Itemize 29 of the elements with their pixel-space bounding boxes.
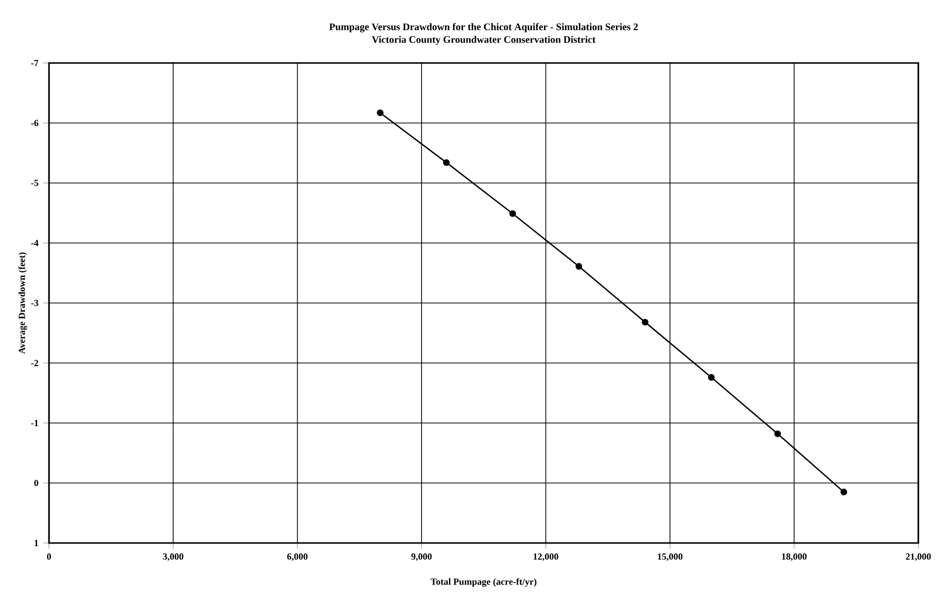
y-tick-label: -5 xyxy=(31,180,38,186)
point xyxy=(774,430,781,438)
point xyxy=(509,210,516,217)
y-tick-label: -4 xyxy=(31,240,38,246)
x-axis-title: Total Pumpage (acre-ft/yr) xyxy=(430,578,536,587)
y-tick-label: -3 xyxy=(31,300,38,306)
point xyxy=(642,318,648,326)
y-tick-label: 1 xyxy=(34,540,38,546)
y-tick-label: -1 xyxy=(31,420,38,426)
x-tick-label: 12,000 xyxy=(534,553,558,562)
point xyxy=(376,109,384,116)
x-tick-label: 0 xyxy=(47,553,51,560)
y-tick-label: -6 xyxy=(31,120,38,126)
x-tick-label: 21,000 xyxy=(906,553,931,562)
x-tick-label: 18,000 xyxy=(782,553,807,562)
chart-title: Pumpage Versus Drawdown for the Chicot Aquifer - Simulation Series 2 xyxy=(329,23,638,32)
x-tick-label: 9,000 xyxy=(411,553,432,562)
chart-subtitle: Victoria County Groundwater Conservation District xyxy=(372,36,596,45)
point xyxy=(840,488,848,496)
y-axis-title: Average Drawdown (feet) xyxy=(18,252,27,354)
point xyxy=(708,374,715,381)
point xyxy=(576,263,582,270)
x-tick-label: 6,000 xyxy=(287,553,308,562)
x-tick-label: 15,000 xyxy=(658,553,682,562)
y-tick-label: -7 xyxy=(31,60,38,66)
y-tick-label: 0 xyxy=(34,480,38,486)
x-tick-label: 3,000 xyxy=(163,553,184,562)
point xyxy=(443,159,450,166)
y-tick-label: -2 xyxy=(31,360,38,366)
